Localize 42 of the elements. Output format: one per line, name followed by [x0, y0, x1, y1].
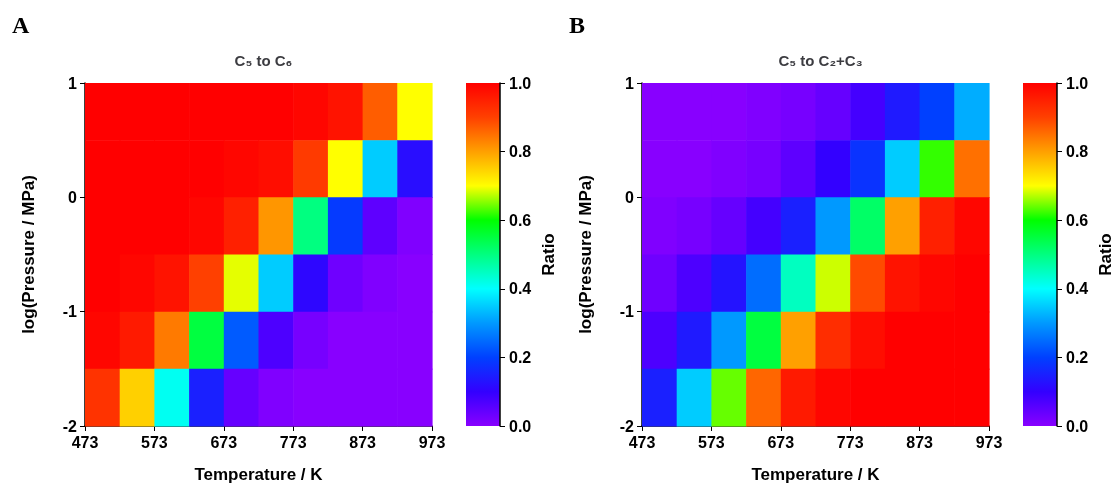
x-axis-title: Temperature / K	[194, 465, 324, 484]
color-bar-label: 0.4	[1066, 280, 1089, 298]
color-bar-title: Ratio	[538, 233, 558, 276]
chart-title: C₅ to C₆	[234, 52, 293, 69]
x-tick-label: 473	[71, 433, 99, 451]
x-tick-label: 673	[210, 433, 238, 451]
y-tick-label: -1	[619, 303, 635, 321]
x-tick-label: 473	[628, 433, 656, 451]
x-tick-label: 573	[698, 433, 725, 451]
x-tick-label: 873	[906, 433, 934, 451]
x-tick-label: 973	[975, 433, 1003, 451]
y-tick-label: -2	[62, 417, 78, 435]
color-bar-label: 0.6	[509, 211, 532, 229]
text: A	[12, 12, 30, 39]
color-bar-label: 0.2	[1066, 348, 1089, 366]
color-bar-label: 1.0	[1066, 74, 1089, 92]
color-bar-label: 0.2	[509, 348, 532, 366]
y-tick-label: -1	[62, 303, 78, 321]
x-tick-label: 973	[418, 433, 446, 451]
color-bar-label: 0.0	[1066, 417, 1089, 435]
chart-title: C₅ to C₂+C₃	[778, 52, 863, 69]
y-tick-label: -2	[619, 417, 635, 435]
y-tick-label: 0	[625, 188, 635, 206]
x-tick-label: 673	[767, 433, 795, 451]
x-tick-label: 773	[279, 433, 307, 451]
y-tick-label: 1	[68, 74, 78, 92]
color-bar-label: 0.8	[1066, 143, 1089, 161]
y-tick-label: 1	[625, 74, 635, 92]
y-tick-label: 0	[68, 188, 78, 206]
color-bar-title: Ratio	[1095, 233, 1115, 276]
color-bar-label: 0.4	[509, 280, 532, 298]
text: B	[569, 12, 586, 39]
y-axis-title: log(Pressure / MPa)	[19, 175, 38, 334]
color-bar-label: 0.0	[509, 417, 532, 435]
color-bar-label: 0.8	[509, 143, 532, 161]
y-axis-title: log(Pressure / MPa)	[576, 175, 595, 334]
x-tick-label: 773	[836, 433, 864, 451]
x-tick-label: 873	[349, 433, 377, 451]
color-bar-label: 0.6	[1066, 211, 1089, 229]
color-bar-label: 1.0	[509, 74, 532, 92]
x-axis-title: Temperature / K	[751, 465, 881, 484]
x-tick-label: 573	[141, 433, 168, 451]
